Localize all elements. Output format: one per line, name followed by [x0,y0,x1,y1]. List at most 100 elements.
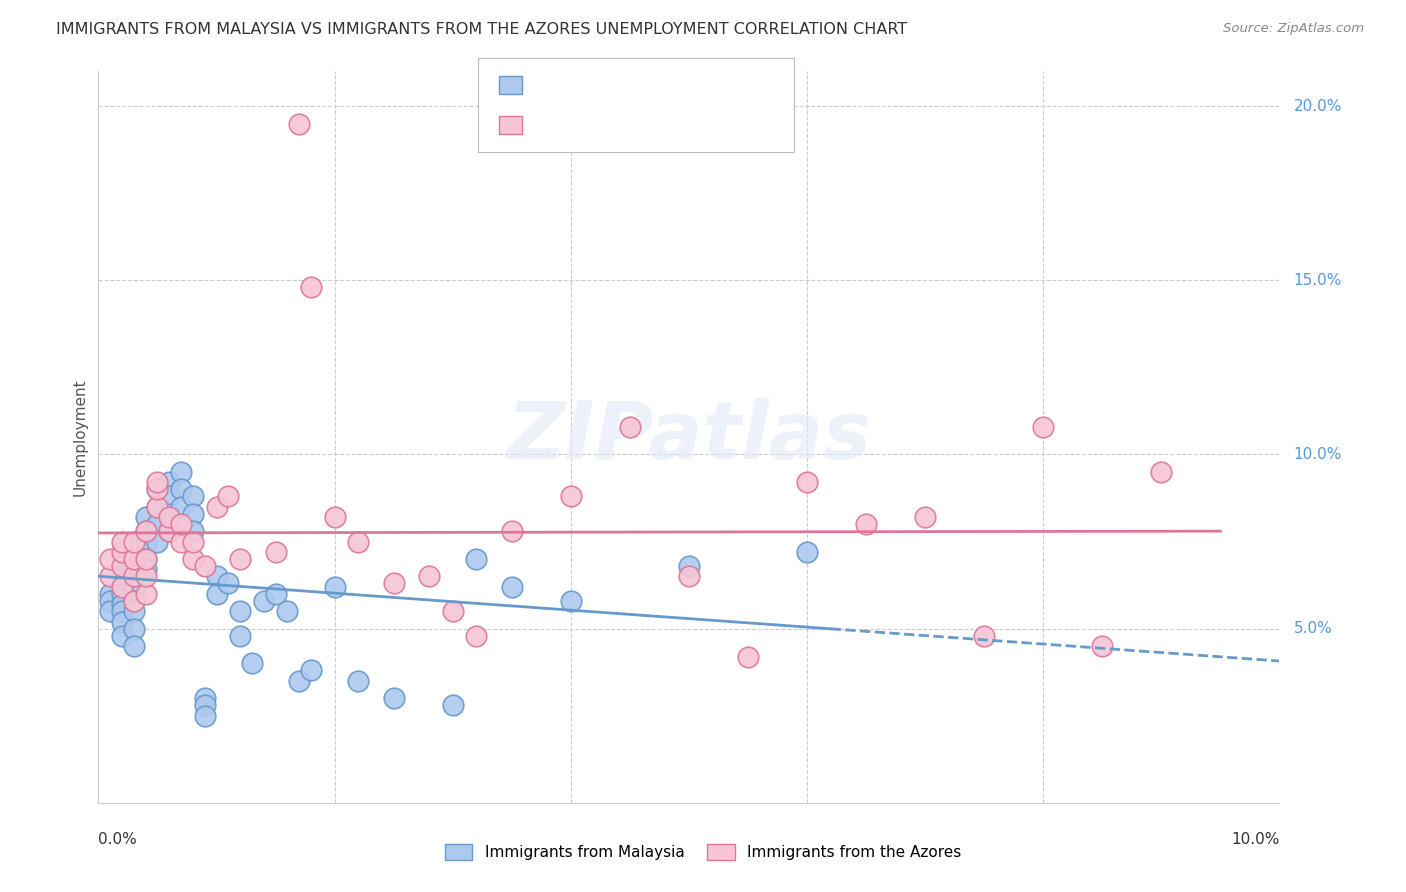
Point [501,524,523,538]
Point [146,500,169,514]
Point [299,664,322,678]
Point [111,629,134,643]
Y-axis label: Unemployment: Unemployment [72,378,87,496]
Point [146,534,169,549]
Point [146,483,169,497]
Point [1032,419,1054,434]
Point [382,576,405,591]
Point [111,558,134,573]
Point [253,594,276,608]
Point [122,569,145,583]
Point [205,587,228,601]
Point [98,552,121,566]
Point [98,604,121,618]
Text: R = 0.078    N = 59: R = 0.078 N = 59 [530,78,692,92]
Point [135,569,157,583]
Point [229,552,252,566]
Point [194,708,217,723]
Point [855,517,877,532]
Point [122,580,145,594]
Point [170,483,193,497]
Point [796,475,818,490]
Point [560,489,582,503]
Point [157,507,180,521]
Point [299,280,322,294]
Point [135,524,157,538]
Text: 10.0%: 10.0% [1294,447,1341,462]
Point [1091,639,1114,653]
Point [441,604,464,618]
Point [914,510,936,524]
Point [796,545,818,559]
Point [135,552,157,566]
Point [418,569,440,583]
Point [122,639,145,653]
Point [217,576,239,591]
Point [135,562,157,576]
Point [205,500,228,514]
Point [170,517,193,532]
Point [678,569,700,583]
Point [347,534,370,549]
Legend: Immigrants from Malaysia, Immigrants from the Azores: Immigrants from Malaysia, Immigrants fro… [439,838,967,866]
Point [181,524,204,538]
Point [288,673,311,688]
Point [135,587,157,601]
Point [135,552,157,566]
Text: 15.0%: 15.0% [1294,273,1341,288]
Point [157,524,180,538]
Point [323,510,346,524]
Point [135,534,157,549]
Point [122,534,145,549]
Point [181,489,204,503]
Point [678,558,700,573]
Text: 5.0%: 5.0% [1294,621,1333,636]
Point [146,475,169,490]
Text: IMMIGRANTS FROM MALAYSIA VS IMMIGRANTS FROM THE AZORES UNEMPLOYMENT CORRELATION : IMMIGRANTS FROM MALAYSIA VS IMMIGRANTS F… [56,22,907,37]
Point [111,569,134,583]
Point [737,649,759,664]
Text: R = 0.252    N = 48: R = 0.252 N = 48 [530,118,692,132]
Point [264,587,287,601]
Point [146,500,169,514]
Point [194,558,217,573]
Point [465,629,488,643]
Point [146,517,169,532]
Point [111,580,134,594]
Point [111,576,134,591]
Text: 20.0%: 20.0% [1294,99,1341,113]
Point [382,691,405,706]
Point [181,507,204,521]
Point [98,587,121,601]
Point [229,604,252,618]
Point [170,500,193,514]
Point [205,569,228,583]
Point [170,534,193,549]
Point [217,489,239,503]
Point [264,545,287,559]
Point [170,465,193,479]
Point [98,569,121,583]
Point [122,594,145,608]
Point [111,604,134,618]
Point [1150,465,1173,479]
Point [973,629,995,643]
Point [111,597,134,611]
Point [276,604,298,618]
Point [146,483,169,497]
Point [157,524,180,538]
Point [560,594,582,608]
Point [240,657,263,671]
Point [501,580,523,594]
Point [288,117,311,131]
Point [135,524,157,538]
Text: ZIPatlas: ZIPatlas [506,398,872,476]
Text: Source: ZipAtlas.com: Source: ZipAtlas.com [1223,22,1364,36]
Point [157,489,180,503]
Point [98,594,121,608]
Point [157,475,180,490]
Point [157,510,180,524]
Point [122,552,145,566]
Point [194,698,217,713]
Point [111,587,134,601]
